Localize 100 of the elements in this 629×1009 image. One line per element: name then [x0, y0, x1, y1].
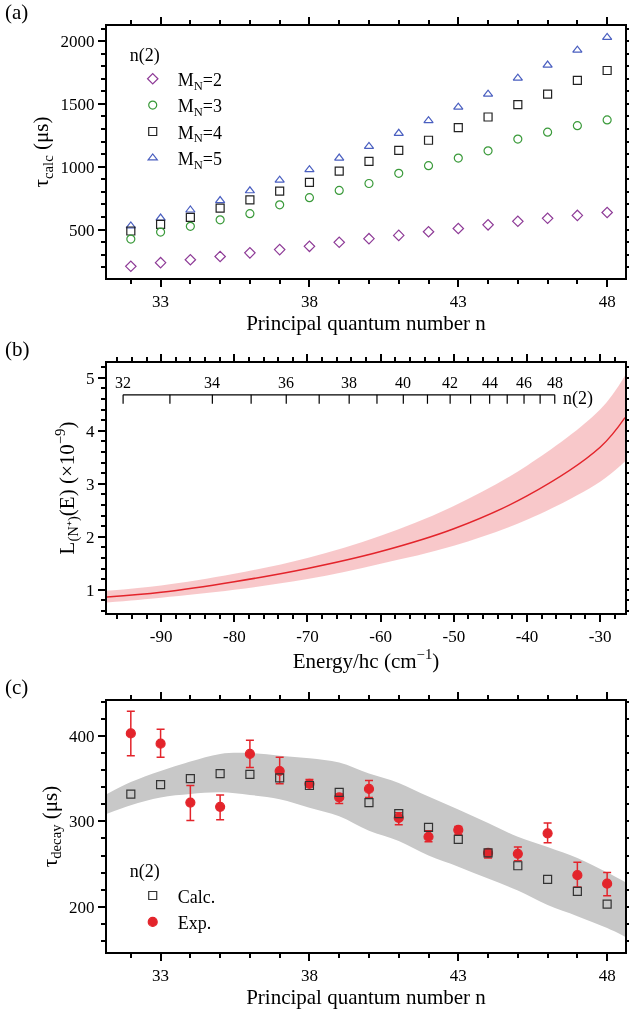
y-tick-label: 2 [86, 527, 95, 547]
point [334, 185, 344, 195]
x-tick-label: 43 [449, 292, 467, 312]
annotation: 42 [442, 374, 458, 391]
point [245, 195, 255, 205]
point [572, 75, 582, 85]
point [453, 153, 463, 163]
point [154, 256, 167, 269]
point [274, 175, 285, 183]
chart-title: (b) [5, 337, 30, 361]
point [543, 127, 553, 137]
point [275, 773, 285, 783]
annotation: 46 [516, 374, 532, 391]
x-tick-label: 33 [152, 966, 170, 986]
point [602, 899, 612, 909]
annotation: 32 [115, 374, 131, 391]
point [185, 205, 196, 213]
y-tick-label: 200 [69, 897, 95, 917]
legend-title: n(2) [129, 861, 160, 883]
x-tick-label: -40 [515, 627, 539, 647]
legend-label: Exp. [177, 912, 212, 933]
y-tick-label: 1 [86, 580, 95, 600]
x-tick-label: 43 [449, 966, 467, 986]
point [453, 122, 463, 133]
point [155, 219, 166, 230]
point [393, 128, 404, 136]
point [422, 225, 435, 238]
point [483, 112, 493, 122]
point [513, 134, 523, 144]
annotation: 48 [547, 374, 563, 391]
point [363, 232, 375, 245]
point [364, 798, 374, 808]
annotation: 38 [341, 374, 357, 391]
x-tick-label: 33 [152, 292, 170, 312]
point [363, 141, 375, 150]
point [244, 748, 255, 760]
point [542, 828, 553, 839]
point [364, 156, 374, 166]
chart-title: (a) [5, 0, 29, 24]
legend-label: Calc. [177, 886, 216, 907]
point [423, 822, 434, 832]
point [155, 738, 166, 749]
point [602, 878, 613, 889]
point [304, 177, 315, 187]
legend-label: n(2) [563, 388, 593, 409]
x-tick-label: -50 [442, 627, 466, 647]
point [394, 168, 404, 178]
y-tick-label: 2000 [60, 32, 95, 52]
point [304, 193, 315, 203]
point [483, 146, 493, 156]
point [126, 234, 136, 244]
x-tick-label: 48 [598, 966, 616, 986]
chart-title: (c) [5, 675, 29, 699]
point [453, 834, 463, 844]
x-tick-label: 48 [598, 292, 616, 312]
point [572, 45, 583, 53]
annotation: 40 [395, 374, 411, 391]
x-tick-label: -90 [149, 627, 173, 647]
legend-label: M$_{N}$=4 [177, 122, 222, 146]
point [333, 236, 346, 249]
point [214, 195, 226, 204]
y-tick-label: 500 [69, 220, 95, 240]
y-tick-label: 3 [86, 474, 95, 494]
point [602, 65, 612, 76]
point [364, 178, 374, 189]
point [185, 212, 195, 222]
point [303, 240, 316, 253]
legend-title: n(2) [129, 44, 160, 66]
x-axis-title: Principal quantum number n [246, 985, 487, 1009]
point [184, 253, 197, 266]
point [155, 780, 166, 790]
point [392, 229, 405, 242]
point [215, 215, 225, 225]
point [215, 203, 225, 213]
point [334, 166, 344, 176]
point [245, 769, 255, 780]
point [185, 797, 196, 808]
point [273, 243, 286, 256]
legend-label: M$_{N}$=3 [177, 96, 222, 119]
point [215, 801, 226, 812]
legend-label: M$_{N}$=5 [177, 148, 222, 172]
point [155, 213, 166, 221]
point [244, 247, 256, 259]
point [363, 783, 375, 795]
x-tick-label: -70 [296, 627, 319, 647]
point [275, 186, 285, 196]
point [125, 260, 137, 273]
y-tick-label: 400 [69, 726, 95, 746]
point [601, 206, 613, 219]
point [394, 145, 404, 156]
point [155, 227, 166, 237]
line-series [107, 416, 625, 598]
y-tick-label: 1000 [60, 157, 95, 177]
x-tick-label: -80 [222, 627, 246, 647]
point [334, 787, 344, 797]
legend-label: M$_{N}$=2 [177, 69, 222, 93]
point [185, 774, 195, 784]
point [541, 212, 554, 225]
point [453, 102, 464, 110]
point [214, 250, 226, 263]
